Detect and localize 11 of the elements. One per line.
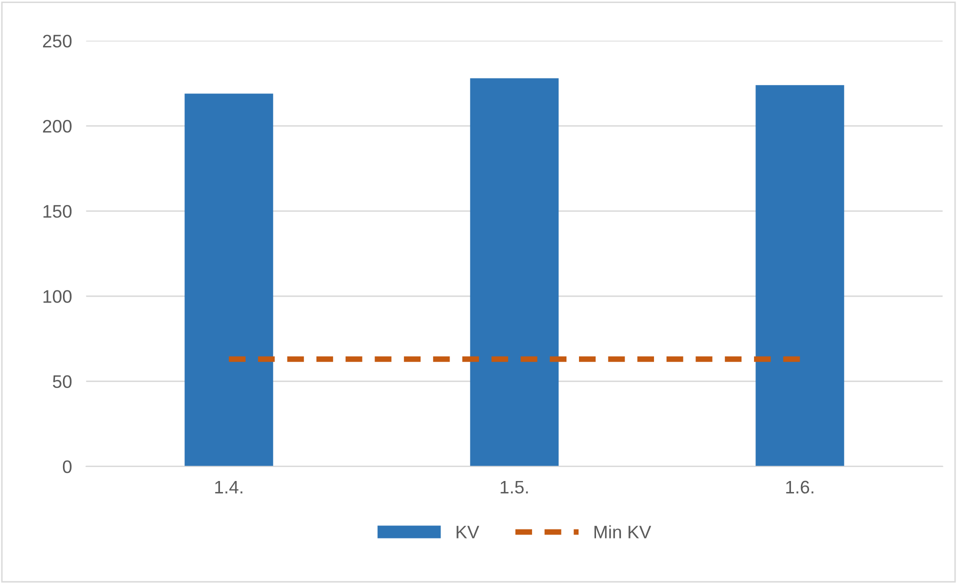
legend-label: Min KV [594, 525, 652, 538]
x-tick-label: 1.4. [215, 480, 242, 494]
y-tick-label: 100 [43, 290, 72, 303]
legend-label: KV [456, 526, 480, 538]
y-tick-label: 150 [43, 204, 72, 218]
y-tick-label: 250 [43, 34, 72, 48]
y-tick-label: 50 [52, 375, 72, 388]
y-tick-label: 0 [62, 460, 72, 474]
y-tick-label: 200 [43, 120, 72, 133]
x-tick-label: 1.5. [500, 480, 528, 494]
x-tick-label: 1.6. [786, 480, 814, 494]
